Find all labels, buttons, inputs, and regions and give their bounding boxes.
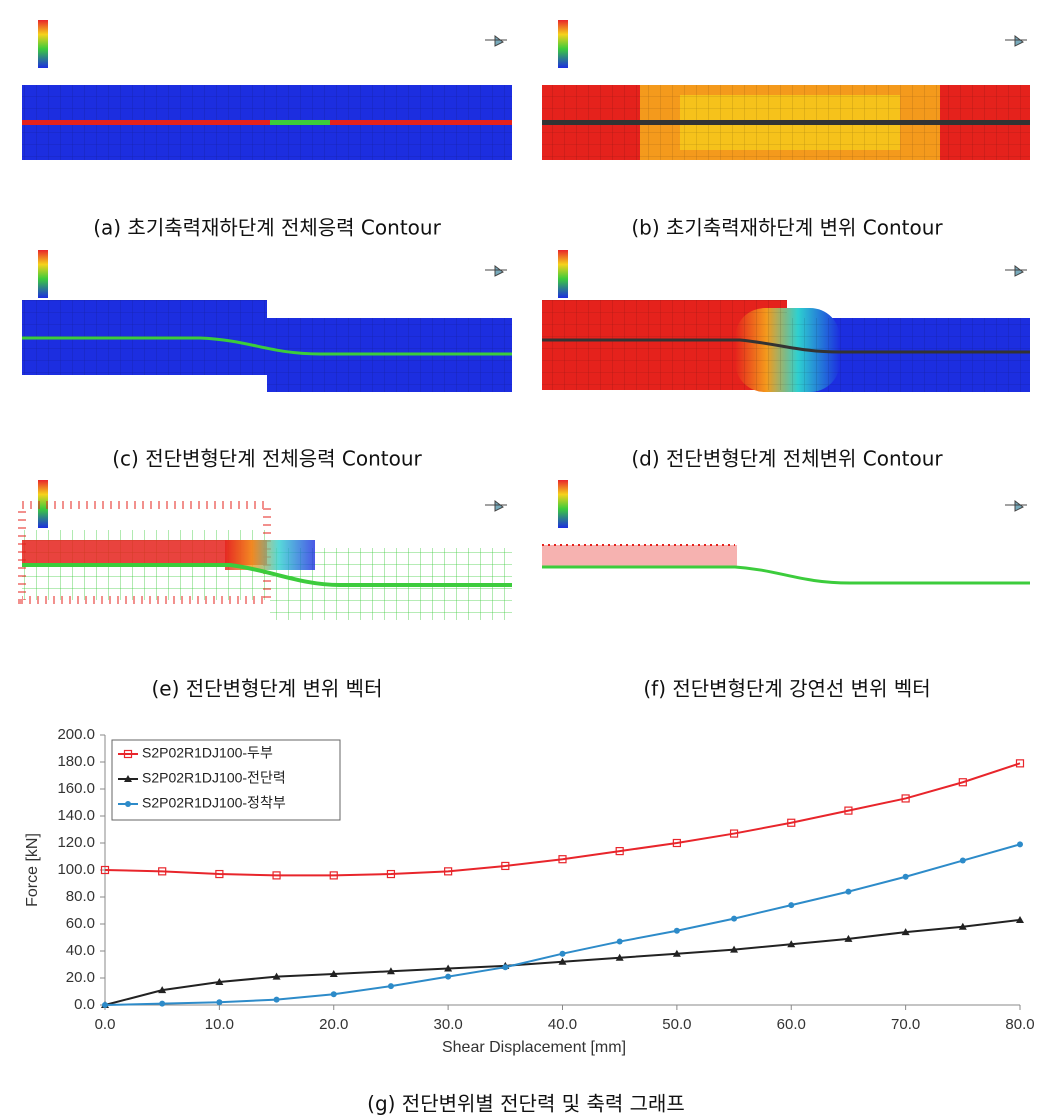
marker [158, 986, 167, 994]
marker [959, 857, 966, 864]
fea-legends [38, 20, 1027, 528]
marker [100, 865, 110, 875]
fea-image-c [22, 300, 512, 392]
x-tick-label: 60.0 [777, 1016, 806, 1033]
y-tick-label: 0.0 [74, 996, 95, 1013]
marker [125, 801, 131, 807]
marker [386, 869, 396, 879]
y-tick-label: 80.0 [66, 888, 95, 905]
marker [845, 888, 852, 895]
marker [558, 855, 567, 864]
marker [788, 902, 795, 909]
fea-image-f [542, 544, 1030, 585]
marker [124, 775, 132, 782]
legend-label: S2P02R1DJ100-두부 [142, 745, 273, 761]
marker [387, 983, 394, 990]
marker [330, 991, 337, 998]
marker [730, 945, 739, 953]
fea-image-e [18, 501, 512, 620]
marker [615, 846, 624, 856]
marker [558, 957, 567, 965]
marker [958, 922, 967, 930]
marker [731, 915, 738, 922]
marker [901, 794, 910, 803]
marker [501, 861, 510, 871]
y-tick-label: 100.0 [57, 861, 95, 878]
marker [272, 871, 281, 880]
series-line [104, 762, 1021, 877]
x-tick-label: 20.0 [319, 1016, 348, 1033]
marker [902, 873, 909, 880]
legend-box [111, 739, 341, 821]
y-tick-label: 120.0 [57, 834, 95, 851]
y-tick-label: 180.0 [57, 753, 95, 770]
marker [787, 940, 796, 948]
x-tick-label: 40.0 [548, 1016, 577, 1033]
x-tick-label: 0.0 [95, 1016, 116, 1033]
y-tick-label: 60.0 [66, 915, 95, 932]
y-tick-label: 140.0 [57, 807, 95, 824]
caption: (c) 전단변형단계 전체응력 Contour [112, 447, 422, 471]
marker [215, 978, 224, 986]
fea-image-b [542, 85, 1030, 160]
caption: (f) 전단변형단계 강연선 변위 벡터 [643, 677, 930, 701]
y-tick-label: 200.0 [57, 726, 95, 743]
marker [159, 1000, 166, 1007]
marker [615, 953, 624, 961]
marker [616, 938, 623, 945]
y-tick-label: 40.0 [66, 942, 95, 959]
x-tick-label: 50.0 [662, 1016, 691, 1033]
y-tick-label: 20.0 [66, 969, 95, 986]
marker [123, 749, 133, 759]
x-axis-title: Shear Displacement [mm] [442, 1039, 626, 1056]
y-tick-label: 160.0 [57, 780, 95, 797]
marker [444, 867, 453, 876]
marker [672, 838, 681, 848]
marker [844, 934, 853, 942]
x-tick-label: 10.0 [205, 1016, 234, 1033]
marker [729, 829, 739, 838]
marker [216, 999, 223, 1006]
caption: (a) 초기축력재하단계 전체응력 Contour [93, 216, 441, 240]
caption: (e) 전단변형단계 변위 벡터 [152, 677, 383, 701]
marker [445, 973, 452, 980]
caption: (d) 전단변형단계 전체변위 Contour [631, 447, 943, 471]
marker [901, 928, 910, 936]
caption: (b) 초기축력재하단계 변위 Contour [631, 216, 943, 240]
x-tick-label: 30.0 [434, 1016, 463, 1033]
marker [329, 969, 338, 977]
marker [215, 869, 224, 879]
marker [787, 818, 796, 827]
marker [844, 806, 853, 815]
legend-label: S2P02R1DJ100-전단력 [142, 770, 286, 786]
fea-image-d [542, 300, 1030, 392]
marker [958, 778, 967, 787]
marker [502, 964, 509, 971]
marker [329, 871, 338, 880]
y-axis-title: Force [kN] [24, 833, 41, 907]
caption: (g) 전단변위별 전단력 및 축력 그래프 [367, 1092, 685, 1116]
marker [559, 950, 566, 957]
marker [673, 927, 680, 934]
x-tick-label: 80.0 [1005, 1016, 1034, 1033]
marker [273, 996, 280, 1003]
marker [1016, 915, 1024, 923]
marker [444, 964, 453, 972]
legend-label: S2P02R1DJ100-정착부 [142, 795, 286, 811]
marker [102, 1002, 108, 1008]
marker [1017, 841, 1023, 848]
x-tick-label: 70.0 [891, 1016, 920, 1033]
fea-image-a [22, 85, 512, 160]
marker [158, 867, 167, 876]
marker [672, 949, 681, 957]
marker [1015, 759, 1025, 768]
marker [386, 967, 395, 975]
series-line [104, 843, 1021, 1006]
marker [272, 972, 281, 980]
